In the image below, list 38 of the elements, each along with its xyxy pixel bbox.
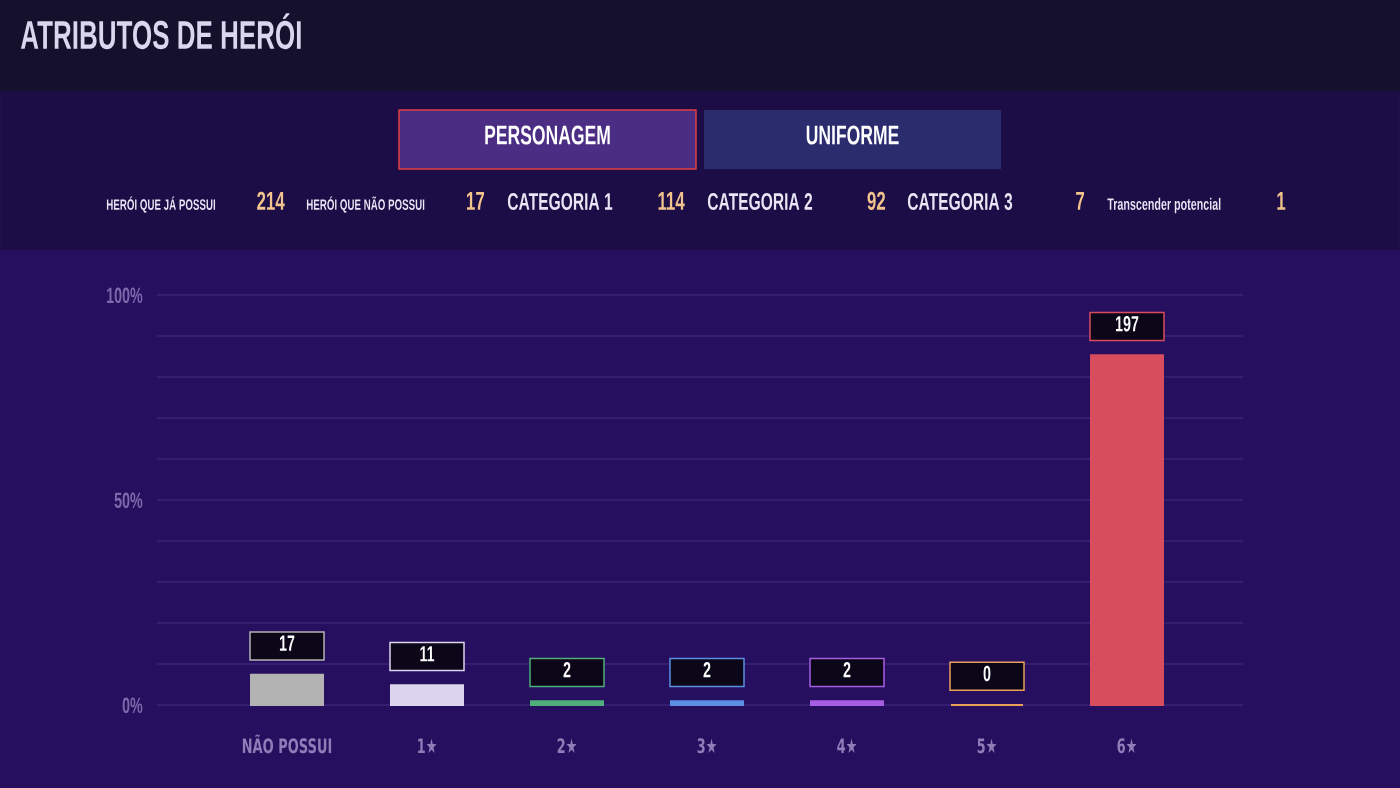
- annotation: 0: [983, 665, 991, 682]
- text: Transcender potencial: [1107, 197, 1221, 214]
- text: CATEGORIA 2: [707, 193, 813, 211]
- y-tick-label: 100%: [107, 287, 143, 304]
- text: HERÓI QUE NÃO POSSUI: [306, 196, 425, 213]
- bar: [670, 700, 744, 706]
- text: CATEGORIA 1: [507, 193, 613, 211]
- text: 7: [1076, 191, 1084, 210]
- annotation: 197: [1115, 315, 1139, 332]
- text: 114: [658, 191, 685, 210]
- bar: [810, 700, 884, 706]
- text: PERSONAGEM: [485, 125, 610, 145]
- text: HERÓI QUE JÁ POSSUI: [106, 196, 216, 213]
- annotation: 11: [420, 646, 435, 662]
- y-tick-label: 0%: [122, 697, 143, 714]
- x-tick-label: 4★: [837, 738, 857, 754]
- annotation: 17: [279, 635, 295, 651]
- text: 214: [257, 191, 285, 210]
- y-tick-label: 50%: [114, 492, 143, 509]
- x-tick-label: 6★: [1117, 738, 1137, 754]
- annotation: 2: [703, 661, 711, 678]
- bar: [390, 684, 465, 706]
- x-tick-label: 3★: [697, 738, 717, 754]
- x-tick-label: 1★: [418, 738, 437, 754]
- text: UNIFORME: [806, 125, 899, 145]
- x-tick-label: 5★: [977, 738, 997, 754]
- annotation: 2: [843, 661, 851, 678]
- text: 1: [1277, 191, 1286, 210]
- bar: [250, 673, 325, 706]
- text: 92: [867, 191, 886, 211]
- annotation: 2: [563, 661, 571, 678]
- x-tick-label: NÃO POSSUI: [242, 734, 332, 754]
- chart-title: ATRIBUTOS DE HERÓI: [20, 13, 301, 50]
- bar: [1090, 354, 1164, 706]
- bar: [530, 700, 605, 706]
- text: 17: [467, 191, 484, 210]
- text: CATEGORIA 3: [907, 193, 1013, 211]
- x-tick-label: 2★: [557, 738, 577, 754]
